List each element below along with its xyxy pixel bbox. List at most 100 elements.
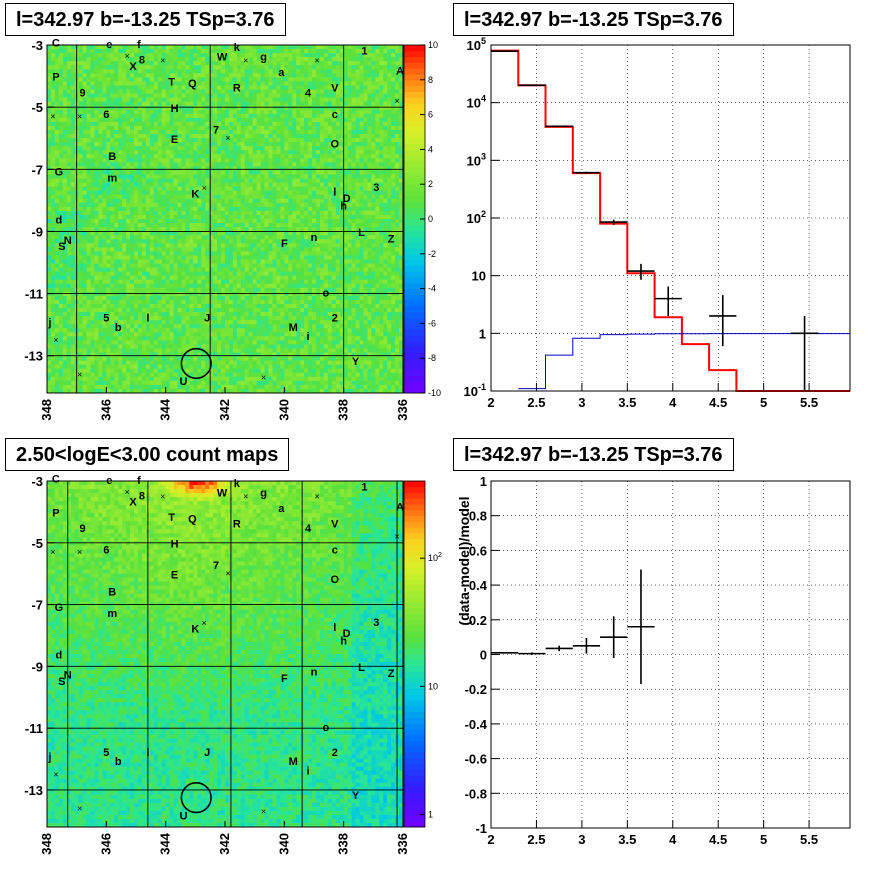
residual-pixel [252, 138, 258, 143]
residual-pixel [391, 190, 396, 196]
residual-pixel [102, 45, 107, 50]
residual-pixel [213, 65, 218, 70]
residual-pixel [363, 45, 368, 50]
residual-pixel [351, 150, 356, 155]
residual-pixel [137, 202, 143, 208]
residual-pixel [122, 219, 127, 224]
residual-pixel [54, 101, 60, 107]
residual-pixel [126, 49, 131, 54]
residual-pixel [228, 243, 234, 248]
residual-pixel [323, 231, 329, 236]
residual-pixel [308, 263, 313, 268]
residual-pixel [58, 227, 64, 232]
residual-pixel [145, 61, 151, 66]
residual-pixel [177, 210, 182, 216]
residual-pixel [288, 255, 293, 260]
residual-pixel [58, 57, 64, 62]
residual-pixel [236, 69, 242, 74]
residual-pixel [232, 73, 238, 78]
residual-pixel [185, 178, 190, 183]
residual-pixel [213, 73, 218, 78]
residual-pixel [78, 69, 83, 74]
residual-pixel [260, 227, 265, 232]
residual-pixel [284, 235, 289, 240]
residual-pixel [209, 182, 214, 188]
residual-pixel [193, 125, 198, 131]
residual-pixel [201, 121, 206, 127]
residual-pixel [134, 158, 139, 163]
residual-pixel [153, 231, 159, 236]
residual-pixel [276, 93, 281, 99]
residual-pixel [351, 263, 356, 268]
residual-pixel [371, 206, 376, 212]
residual-pixel [201, 247, 206, 252]
residual-pixel [221, 113, 226, 119]
residual-pixel [355, 113, 360, 119]
residual-pixel [395, 57, 400, 62]
residual-pixel [292, 129, 297, 135]
residual-pixel [260, 57, 265, 62]
residual-pixel [149, 170, 155, 175]
residual-pixel [268, 198, 273, 204]
residual-pixel [359, 219, 364, 224]
residual-pixel [189, 210, 194, 216]
residual-pixel [47, 45, 52, 50]
residual-pixel [315, 93, 321, 99]
residual-pixel [78, 206, 83, 212]
residual-pixel [209, 113, 214, 119]
residual-pixel [126, 186, 131, 192]
residual-pixel [240, 61, 246, 66]
residual-pixel [335, 129, 341, 135]
residual-pixel [130, 81, 135, 86]
residual-pixel [110, 49, 115, 54]
residual-pixel [173, 146, 178, 151]
residual-pixel [244, 158, 250, 163]
residual-pixel [395, 166, 400, 171]
residual-pixel [225, 214, 230, 220]
residual-pixel [244, 255, 250, 260]
residual-pixel [248, 57, 254, 62]
residual-pixel [331, 166, 337, 171]
residual-pixel [122, 194, 127, 200]
residual-pixel [236, 57, 242, 62]
residual-pixel [141, 227, 147, 232]
residual-pixel [272, 121, 277, 127]
residual-pixel [98, 251, 103, 256]
residual-pixel [153, 45, 159, 50]
residual-pixel [383, 101, 388, 107]
residual-pixel [47, 194, 52, 200]
residual-pixel [319, 219, 325, 224]
residual-pixel [399, 85, 404, 90]
residual-pixel [114, 202, 119, 208]
residual-pixel [98, 174, 103, 179]
residual-pixel [177, 146, 182, 151]
residual-pixel [169, 206, 174, 212]
residual-pixel [308, 198, 313, 204]
residual-pixel [248, 53, 254, 58]
residual-pixel [94, 146, 99, 151]
residual-pixel [383, 223, 388, 228]
residual-pixel [331, 146, 337, 151]
residual-pixel [58, 53, 64, 58]
residual-pixel [288, 239, 293, 244]
residual-pixel [363, 150, 368, 155]
residual-pixel [399, 109, 404, 115]
residual-pixel [288, 214, 293, 220]
residual-pixel [268, 194, 273, 200]
residual-pixel [106, 77, 111, 82]
residual-pixel [201, 53, 206, 58]
residual-pixel [367, 65, 372, 70]
residual-pixel [82, 121, 87, 127]
residual-pixel [236, 243, 242, 248]
residual-pixel [130, 227, 135, 232]
residual-pixel [244, 231, 250, 236]
residual-pixel [367, 142, 372, 147]
residual-pixel [367, 61, 372, 66]
residual-pixel [213, 166, 218, 171]
residual-pixel [395, 89, 400, 94]
residual-pixel [260, 97, 265, 103]
residual-pixel [181, 186, 186, 192]
residual-pixel [280, 146, 285, 151]
residual-pixel [126, 178, 131, 183]
residual-pixel [106, 150, 111, 155]
